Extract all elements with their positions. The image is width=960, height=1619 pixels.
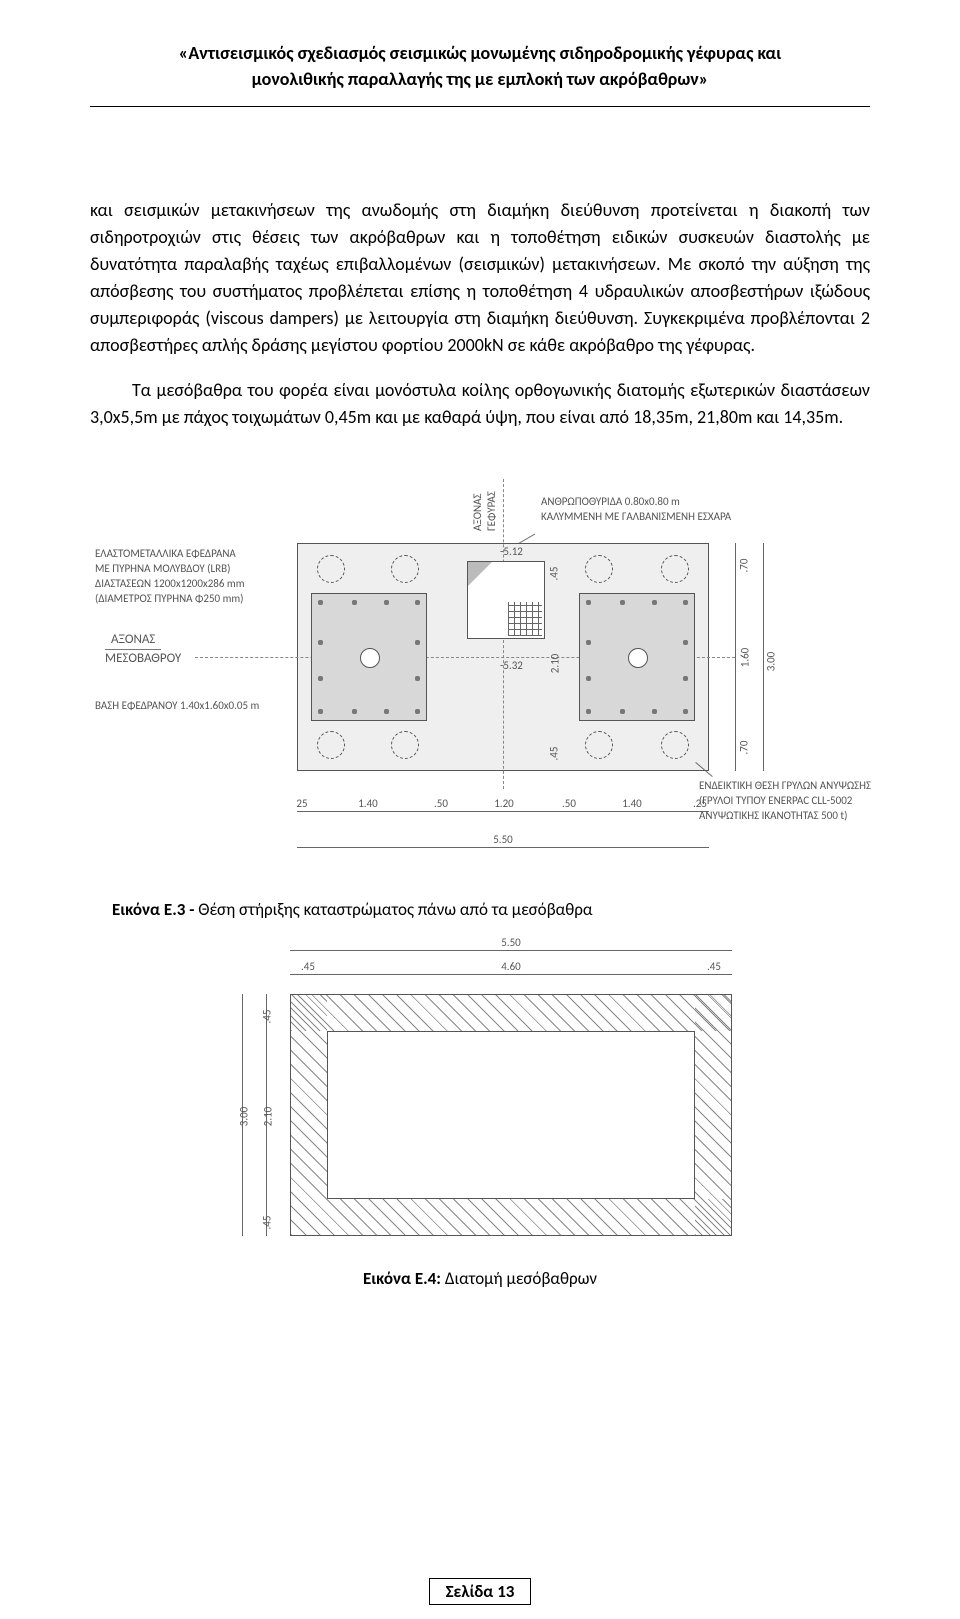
dim-h-1: 1.40 [323, 797, 413, 810]
bearing-right [579, 593, 695, 721]
dim-v-70b: .70 [737, 741, 750, 755]
jack-7 [585, 731, 613, 759]
dim-vm-210: 2.10 [548, 654, 561, 674]
bearing-left-core [360, 648, 380, 668]
note-base: ΒΑΣΗ ΕΦΕΔΡΑΝΟΥ 1.40x1.60x0.05 m [95, 699, 259, 714]
f4-dim-htotal: 5.50 [290, 936, 732, 949]
dim-h-total: 5.50 [297, 833, 709, 846]
axis-bridge-label1: ΑΞΟΝΑΣ [471, 494, 484, 532]
f4-dim-row [290, 974, 732, 975]
level-top: -5.12 [500, 545, 523, 558]
paragraph-1: και σεισμικών μετακινήσεων της ανωδομής … [90, 197, 870, 359]
caption-e3: Εικόνα Ε.3 - Θέση στήριξης καταστρώματος… [90, 899, 593, 920]
f4-dh-45a: .45 [290, 960, 326, 973]
f4-dv-45a: .45 [260, 1010, 273, 1024]
page-number: Σελίδα 13 [429, 1578, 532, 1605]
header-line1: «Αντισεισμικός σχεδιασμός σεισμικώς μονω… [90, 40, 870, 66]
f4-dv-total: 3.00 [237, 1107, 250, 1127]
wall-right [695, 995, 731, 1235]
manhole [467, 561, 545, 639]
dim-row1 [297, 811, 709, 812]
f4-dv-45b: .45 [260, 1216, 273, 1230]
header-line2: μονολιθικής παραλλαγής της με εμπλοκή τω… [90, 66, 870, 92]
f4-dh-45b: .45 [696, 960, 732, 973]
note-jacks: ΕΝΔΕΙΚΤΙΚΗ ΘΕΣΗ ΓΡΥΛΩΝ ΑΝΥΨΩΣΗΣ (ΓΡΥΛΟΙ … [699, 779, 879, 824]
jack-8 [661, 731, 689, 759]
jack-6 [391, 731, 419, 759]
axis-bridge-label2: ΓΕΦΥΡΑΣ [485, 491, 498, 531]
page-header: «Αντισεισμικός σχεδιασμός σεισμικώς μονω… [90, 40, 870, 102]
figure-e3: ΕΛΑΣΤΟΜΕΤΑΛΛΙΚΑ ΕΦΕΔΡΑΝΑ ΜΕ ΠΥΡΗΝΑ ΜΟΛΥΒ… [95, 459, 865, 889]
section-inner [327, 1031, 695, 1199]
f4-dv-210: 2.10 [261, 1107, 274, 1127]
bearing-left [311, 593, 427, 721]
dim-h-2: .50 [421, 797, 461, 810]
jack-4 [661, 555, 689, 583]
dim-v-1 [735, 543, 736, 771]
jack-5 [317, 731, 345, 759]
header-rule [90, 106, 870, 107]
wall-top [291, 995, 731, 1031]
bearing-right-core [628, 648, 648, 668]
dim-vm-45b: .45 [547, 747, 560, 761]
dim-h-0: 25 [293, 797, 311, 810]
wall-bottom [291, 1199, 731, 1235]
note-manhole: ΑΝΘΡΩΠΟΘΥΡΙΔΑ 0.80x0.80 m ΚΑΛΥΜΜΕΝΗ ΜΕ Γ… [541, 495, 731, 525]
dim-v-160: 1.60 [738, 648, 751, 668]
dim-v-70a: .70 [737, 559, 750, 573]
jack-1 [317, 555, 345, 583]
dim-h-4: .50 [549, 797, 589, 810]
dim-vm-45a: .45 [547, 567, 560, 581]
figure-e3-wrap: ΕΛΑΣΤΟΜΕΤΑΛΛΙΚΑ ΕΦΕΔΡΑΝΑ ΜΕ ΠΥΡΗΝΑ ΜΟΛΥΒ… [90, 459, 870, 1307]
note-bearing: ΕΛΑΣΤΟΜΕΤΑΛΛΙΚΑ ΕΦΕΔΡΑΝΑ ΜΕ ΠΥΡΗΝΑ ΜΟΛΥΒ… [95, 547, 244, 606]
figure-e4: 5.50 .45 4.60 .45 3.00 .45 2.10 .45 [200, 938, 760, 1258]
jack-2 [391, 555, 419, 583]
f4-dim-total [290, 950, 732, 951]
paragraph-2: Τα μεσόβαθρα του φορέα είναι μονόστυλα κ… [90, 377, 870, 431]
dim-h-3: 1.20 [459, 797, 549, 810]
caption-e4: Εικόνα Ε.4: Διατομή μεσόβαθρων [363, 1268, 597, 1289]
dim-row-total [297, 847, 709, 848]
f4-dh-460: 4.60 [326, 960, 696, 973]
dim-h-5: 1.40 [587, 797, 677, 810]
note-axis-pier: ΑΞΟΝΑΣ ΜΕΣΟΒΑΘΡΟΥ [105, 631, 181, 667]
jack-3 [585, 555, 613, 583]
level-bot: -5.32 [500, 659, 523, 672]
page-footer: Σελίδα 13 [0, 1578, 960, 1605]
section-outer [290, 994, 732, 1236]
wall-left [291, 995, 327, 1235]
dim-v-total-txt: 3.00 [764, 652, 777, 672]
